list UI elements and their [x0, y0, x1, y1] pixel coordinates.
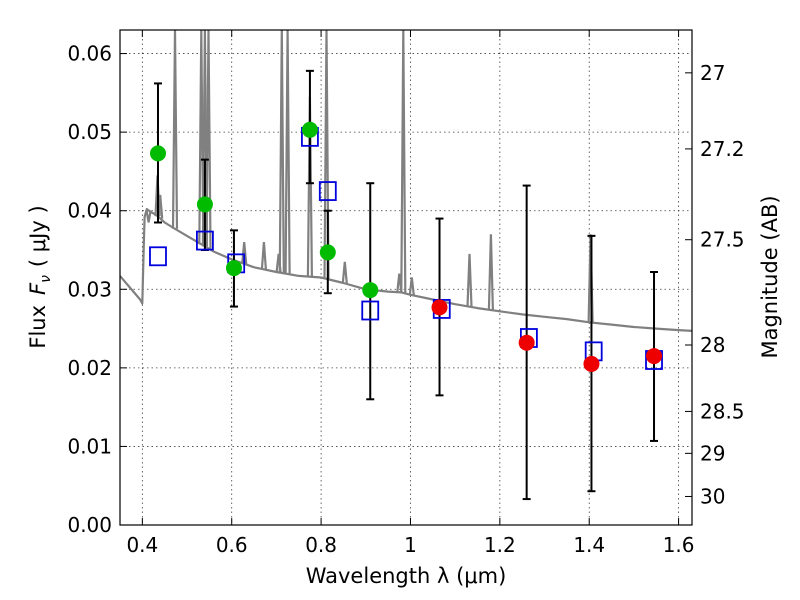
y-tick-label: 0.00 — [67, 513, 112, 537]
y-tick-label: 0.04 — [67, 199, 112, 223]
y-tick-label: 0.05 — [67, 120, 112, 144]
emission-line-spike — [400, 30, 407, 293]
emission-line-spike — [260, 242, 267, 270]
tick-labels: 0.4 0.6 0.8 1 1.2 1.4 1.6 0.00 0.01 0.02 0.03 0.04 0… — [67, 42, 744, 557]
emission-line-spike — [171, 30, 179, 229]
model-spectrum-line — [120, 208, 692, 332]
x-tick-label: 0.6 — [216, 533, 248, 557]
y-tick-label: 0.06 — [67, 42, 112, 66]
observed-point-red — [431, 299, 448, 316]
observed-point-green — [301, 121, 318, 138]
y2-tick-label: 28 — [700, 333, 725, 357]
grid — [120, 30, 692, 526]
axis-ticks — [120, 30, 692, 526]
emission-line-spike — [284, 30, 291, 275]
model-photometry-point — [149, 246, 167, 267]
y-tick-label: 0.02 — [67, 356, 112, 380]
x-axis-label: Wavelength λ (μm) — [306, 564, 507, 588]
emission-line-spike — [323, 30, 330, 279]
y2-tick-label: 29 — [700, 441, 725, 465]
model-photometry-point — [318, 181, 337, 201]
y2-tick-label: 27.5 — [700, 228, 745, 252]
observed-point-green — [362, 282, 379, 299]
emission-line-spike — [205, 30, 212, 249]
y2-tick-label: 28.5 — [700, 399, 745, 423]
emission-line-spike — [487, 234, 494, 311]
observed-point-red — [646, 348, 663, 365]
emission-line-spike — [278, 30, 285, 273]
observed-point-red — [583, 355, 600, 372]
observed-point-green — [225, 260, 242, 277]
model-photometry-point — [196, 230, 214, 251]
x-tick-label: 1.6 — [663, 533, 695, 557]
y2-axis-label: Magnitude (AB) — [758, 195, 782, 358]
emission-line-spike — [341, 261, 348, 284]
emission-line-spike — [408, 277, 415, 296]
x-tick-label: 1.2 — [484, 533, 516, 557]
plot-content — [120, 30, 692, 501]
observed-point-green — [149, 145, 166, 162]
x-tick-label: 0.8 — [305, 533, 337, 557]
model-photometry-point — [361, 300, 380, 321]
x-tick-label: 0.4 — [126, 533, 158, 557]
emission-line-spike — [241, 241, 248, 264]
observed-point-red — [518, 334, 535, 351]
y2-tick-label: 30 — [700, 484, 725, 508]
x-tick-label: 1 — [404, 533, 417, 557]
observed-point-green — [196, 196, 213, 213]
observed-point-green — [319, 244, 336, 261]
plot-frame — [119, 29, 693, 526]
y-axis-label: FluxFν( μJy ) — [26, 205, 54, 348]
y2-tick-label: 27 — [700, 61, 725, 85]
emission-line-spike — [466, 253, 473, 307]
x-tick-label: 1.4 — [573, 533, 605, 557]
y-tick-label: 0.01 — [67, 434, 112, 458]
y-tick-label: 0.03 — [67, 277, 112, 301]
y2-tick-label: 27.2 — [700, 137, 745, 161]
emission-line-spike — [145, 210, 152, 223]
